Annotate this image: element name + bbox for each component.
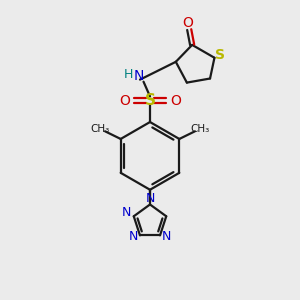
- Text: N: N: [129, 230, 138, 243]
- Text: O: O: [182, 16, 193, 30]
- Text: H: H: [124, 68, 133, 81]
- Text: N: N: [122, 206, 131, 219]
- Text: CH₃: CH₃: [90, 124, 110, 134]
- Text: N: N: [146, 192, 155, 205]
- Text: N: N: [162, 230, 171, 243]
- Text: O: O: [119, 94, 130, 108]
- Text: S: S: [145, 93, 155, 108]
- Text: O: O: [170, 94, 181, 108]
- Text: CH₃: CH₃: [190, 124, 210, 134]
- Text: N: N: [134, 69, 144, 83]
- Text: S: S: [215, 48, 225, 62]
